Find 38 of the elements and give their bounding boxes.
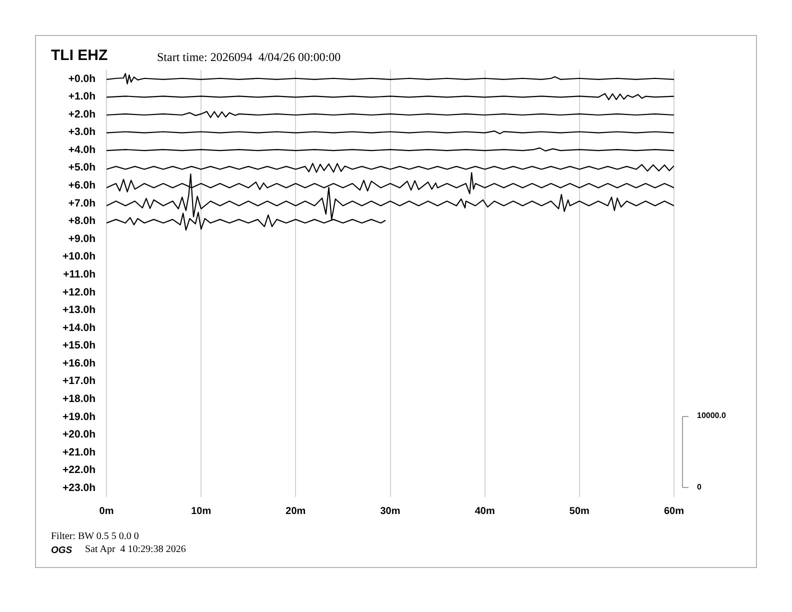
text: OGS: [51, 544, 72, 556]
y-tick-label: +21.0h: [62, 446, 96, 458]
y-tick-label: +9.0h: [68, 232, 96, 245]
y-tick-label: +11.0h: [63, 268, 96, 280]
y-tick-label: +18.0h: [62, 393, 96, 406]
x-tick-label: 50m: [569, 506, 590, 517]
x-tick-label: 60m: [664, 506, 684, 517]
y-tick-label: +16.0h: [62, 357, 96, 370]
text: Sat Apr 4 10:29:38 2026: [85, 544, 186, 555]
y-tick-label: +13.0h: [62, 304, 96, 316]
y-tick-label: +3.0h: [68, 126, 96, 138]
text: Filter: BW 0.5 5 0.0 0: [51, 530, 139, 542]
chart-subtitle: Start time: 2026094 4/04/26 00:00:00: [157, 50, 341, 64]
x-tick-label: 10m: [191, 506, 212, 517]
y-tick-label: +14.0h: [62, 322, 96, 334]
chart-title: TLI EHZ: [51, 47, 108, 64]
y-tick-label: +6.0h: [68, 180, 96, 192]
y-tick-label: +7.0h: [68, 197, 96, 210]
y-tick-label: +12.0h: [62, 286, 96, 298]
y-tick-label: +15.0h: [62, 340, 96, 352]
x-tick-label: 0m: [99, 506, 114, 517]
y-tick-label: +22.0h: [62, 464, 96, 476]
y-tick-label: +23.0h: [62, 482, 96, 494]
y-tick-label: +5.0h: [68, 162, 96, 174]
y2-tick-label: 0: [697, 482, 702, 492]
y-tick-label: +4.0h: [68, 144, 96, 156]
y-tick-label: +17.0h: [62, 375, 96, 388]
x-tick-label: 40m: [474, 506, 495, 517]
y2-tick-label: 10000.0: [697, 411, 726, 420]
x-tick-label: 30m: [380, 506, 400, 517]
y-tick-label: +20.0h: [62, 428, 96, 441]
y-tick-label: +10.0h: [62, 250, 96, 263]
y-tick-label: +1.0h: [68, 90, 96, 103]
y-tick-label: +2.0h: [68, 108, 96, 120]
y-tick-label: +0.0h: [68, 72, 96, 85]
y-tick-label: +8.0h: [68, 215, 96, 228]
x-tick-label: 20m: [286, 506, 306, 517]
y-tick-label: +19.0h: [62, 410, 96, 423]
